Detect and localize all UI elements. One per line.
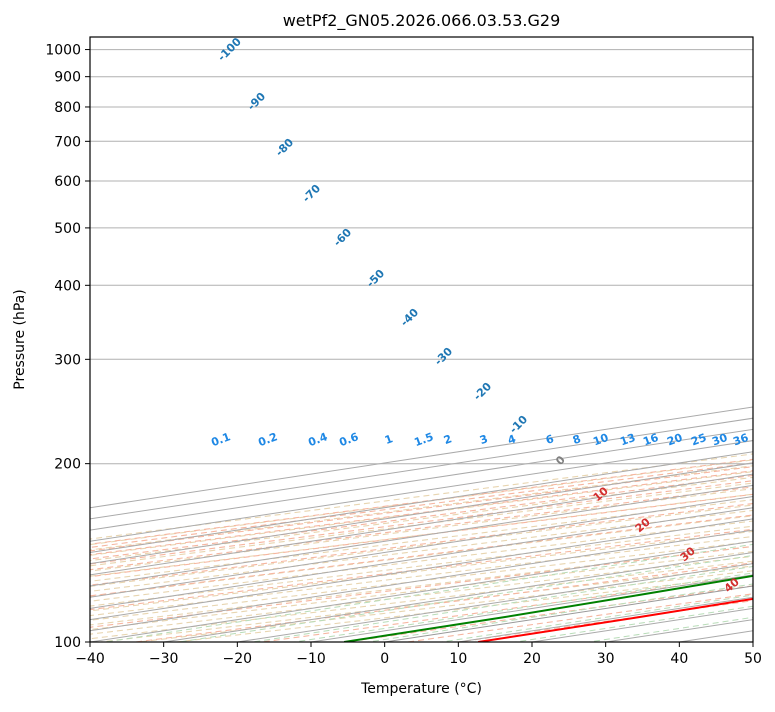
y-tick-label: 900 — [54, 70, 81, 86]
y-tick-label: 400 — [54, 278, 81, 294]
y-tick-label: 200 — [54, 457, 81, 473]
y-tick-label: 1000 — [45, 43, 81, 59]
y-tick-label: 700 — [54, 134, 81, 150]
x-tick-label: 20 — [523, 651, 541, 667]
y-tick-label: 800 — [54, 100, 81, 116]
y-tick-label: 600 — [54, 174, 81, 190]
x-tick-label: 30 — [597, 651, 615, 667]
x-tick-label: −20 — [223, 651, 253, 667]
x-tick-label: 50 — [744, 651, 762, 667]
x-tick-label: 40 — [670, 651, 688, 667]
x-tick-label: 10 — [449, 651, 467, 667]
chart-title: wetPf2_GN05.2026.066.03.53.G29 — [283, 11, 561, 31]
x-tick-label: −40 — [75, 651, 105, 667]
x-tick-label: 0 — [380, 651, 389, 667]
x-tick-label: −30 — [149, 651, 179, 667]
y-tick-label: 500 — [54, 221, 81, 237]
y-tick-label: 300 — [54, 352, 81, 368]
y-tick-label: 100 — [54, 635, 81, 651]
x-tick-label: −10 — [296, 651, 326, 667]
x-axis-label: Temperature (°C) — [360, 681, 482, 697]
y-axis-label: Pressure (hPa) — [12, 289, 28, 389]
